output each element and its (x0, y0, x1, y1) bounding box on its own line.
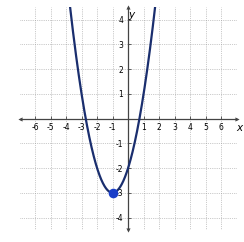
Text: y: y (128, 10, 135, 20)
Point (111, 191, 114, 195)
Text: x: x (236, 123, 242, 133)
